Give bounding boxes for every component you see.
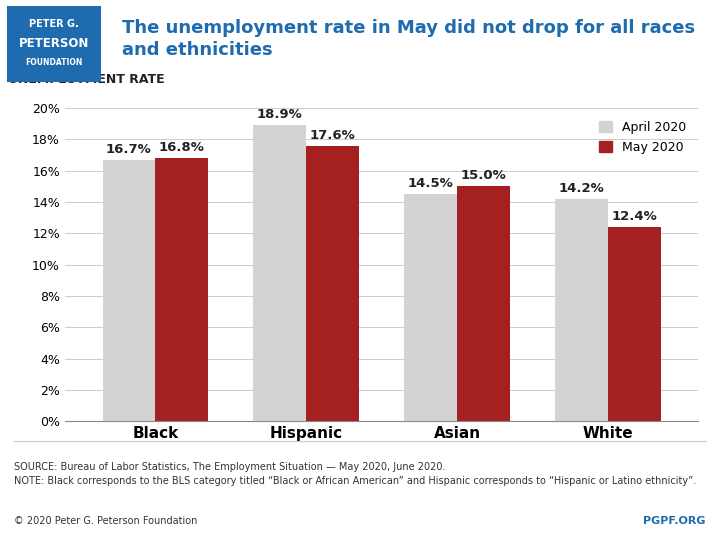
Text: PETERSON: PETERSON [19, 37, 89, 50]
Text: 14.5%: 14.5% [408, 177, 454, 190]
Text: 18.9%: 18.9% [257, 109, 302, 122]
Text: 16.7%: 16.7% [106, 143, 152, 156]
Text: SOURCE: Bureau of Labor Statistics, The Employment Situation — May 2020, June 20: SOURCE: Bureau of Labor Statistics, The … [14, 462, 697, 486]
Bar [253, 125, 306, 421]
Text: 12.4%: 12.4% [611, 210, 657, 223]
Text: PETER G.: PETER G. [29, 19, 79, 29]
Bar [156, 158, 208, 421]
Bar [102, 160, 156, 421]
Text: PGPF.ORG: PGPF.ORG [643, 516, 706, 525]
Bar [404, 194, 457, 421]
Text: 16.8%: 16.8% [159, 141, 204, 154]
Text: 17.6%: 17.6% [310, 129, 356, 141]
Text: 14.2%: 14.2% [559, 182, 604, 195]
FancyBboxPatch shape [7, 6, 101, 82]
Bar [608, 227, 661, 421]
Text: 15.0%: 15.0% [461, 170, 506, 183]
Bar [457, 186, 510, 421]
Legend: April 2020, May 2020: April 2020, May 2020 [593, 114, 692, 160]
Text: © 2020 Peter G. Peterson Foundation: © 2020 Peter G. Peterson Foundation [14, 516, 198, 525]
Text: The unemployment rate in May did not drop for all races
and ethnicities: The unemployment rate in May did not dro… [122, 19, 696, 59]
Text: FOUNDATION: FOUNDATION [25, 58, 83, 67]
Text: UNEMPLOYMENT RATE: UNEMPLOYMENT RATE [8, 73, 164, 86]
Bar [306, 146, 359, 421]
Bar [555, 199, 608, 421]
